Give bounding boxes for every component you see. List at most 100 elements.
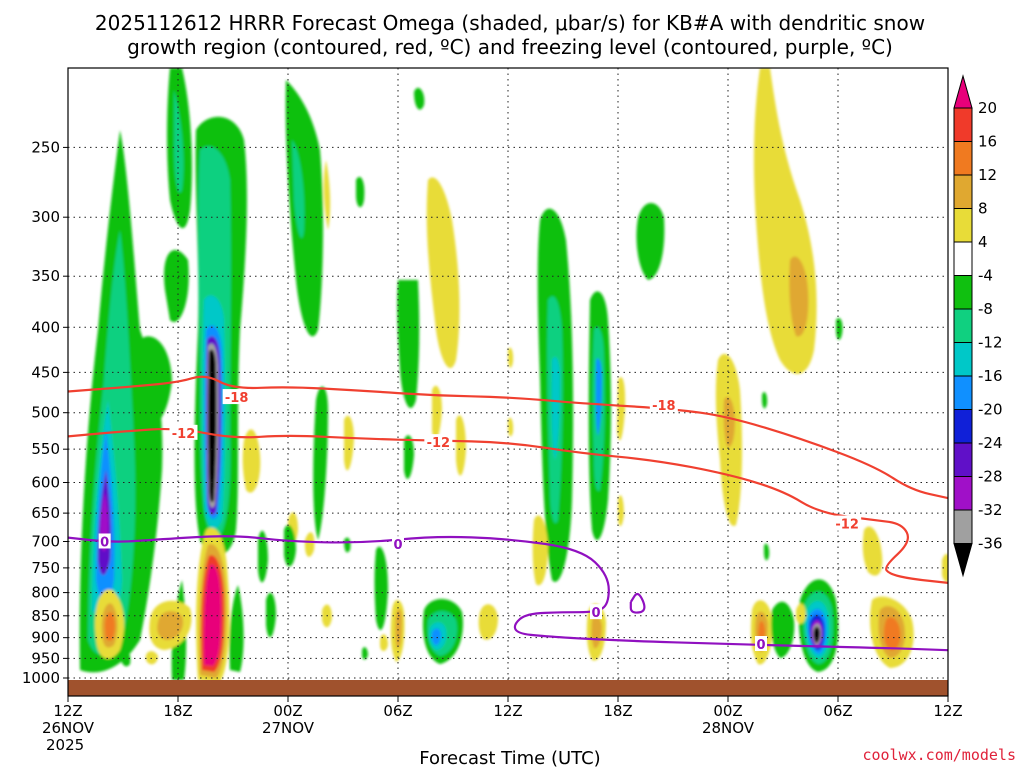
contour-label-bg (424, 434, 453, 450)
colorbar-label: -12 (978, 334, 1003, 352)
omega-region (104, 612, 115, 641)
omega-region (883, 617, 901, 651)
contour-freezing-level-closed (629, 592, 646, 614)
contour-label-bg (833, 515, 862, 531)
omega-region (617, 377, 626, 441)
colorbar-segment (953, 476, 973, 511)
omega-region (456, 415, 466, 476)
omega-region (796, 603, 806, 624)
omega-region (374, 546, 388, 630)
omega-region (942, 553, 948, 583)
colorbar-label: -16 (978, 367, 1003, 385)
y-axis: 250 300 350 400 450 500 550 600 650 700 750 800 850 9… (22, 138, 68, 687)
colorbar-segment (953, 409, 973, 444)
y-tick-label: 400 (31, 318, 60, 336)
colorbar-segment (953, 375, 973, 410)
colorbar-label: -32 (978, 501, 1003, 519)
contour-label-bg (649, 396, 678, 412)
omega-region (203, 564, 222, 666)
omega-region (356, 176, 365, 208)
credit-text: coolwx.com/models (862, 746, 1016, 764)
y-tick-label: 300 (31, 208, 60, 226)
omega-region (395, 608, 402, 649)
omega-region (285, 80, 324, 337)
x-tick-label: 06Z (383, 702, 412, 720)
colorbar-arrow-top (953, 74, 973, 109)
colorbar: 20 16 12 8 4 -4 -8 -12 -16 -20 -24 -28 -32 -36 (953, 74, 1003, 578)
omega-region (344, 415, 354, 471)
contour-label: -12 (172, 427, 196, 442)
colorbar-segment (953, 241, 973, 276)
colorbar-label: 16 (978, 133, 997, 151)
x-tick-label: 2025 (46, 736, 84, 754)
omega-region (258, 530, 268, 583)
omega-region (362, 647, 368, 660)
colorbar-label: -20 (978, 401, 1003, 419)
omega-region (636, 202, 665, 280)
colorbar-label: 8 (978, 200, 988, 218)
omega-region (164, 250, 189, 322)
colorbar-label: 12 (978, 166, 997, 184)
omega-region (836, 317, 843, 340)
contour-dgz-minus-18 (68, 375, 948, 500)
colorbar-label: -28 (978, 468, 1003, 486)
omega-region (380, 634, 388, 652)
omega-region (229, 585, 244, 672)
ground-surface (68, 680, 948, 696)
omega-region (266, 592, 276, 638)
colorbar-segment (953, 509, 973, 544)
omega-region (762, 391, 768, 409)
omega-region (723, 396, 735, 447)
colorbar-segment (953, 308, 973, 343)
plot-area: -18 -18 -12 -12 -12 0 0 0 0 (68, 68, 948, 696)
omega-region (595, 358, 602, 436)
colorbar-label: -8 (978, 300, 993, 318)
colorbar-segment (953, 174, 973, 209)
x-tick-label: 28NOV (702, 719, 755, 737)
y-tick-label: 650 (31, 504, 60, 522)
contour-label: 0 (100, 535, 109, 550)
y-tick-label: 550 (31, 440, 60, 458)
contour-label-bg (169, 424, 198, 440)
omega-region (284, 524, 296, 567)
omega-region (323, 160, 331, 230)
omega-region (242, 429, 261, 493)
y-tick-label: 500 (31, 404, 60, 422)
omega-region (508, 347, 514, 368)
omega-region (304, 532, 315, 557)
chart-title-line-2: growth region (contoured, red, ºC) and f… (127, 35, 893, 59)
x-tick-label: 00Z (273, 702, 302, 720)
omega-region (426, 177, 460, 369)
y-tick-label: 600 (31, 473, 60, 491)
contour-label: -12 (427, 436, 451, 451)
colorbar-segment (953, 275, 973, 310)
colorbar-label: -36 (978, 535, 1003, 553)
y-tick-label: 750 (31, 559, 60, 577)
contour-label-bg (222, 389, 251, 405)
colorbar-label: 20 (978, 99, 997, 117)
omega-region (119, 647, 131, 667)
x-tick-label: 12Z (493, 702, 522, 720)
omega-region (414, 87, 425, 110)
omega-region (404, 435, 414, 479)
contour-label-bg (590, 604, 602, 620)
contour-dgz-minus-12 (68, 427, 948, 584)
contour-label-bg (755, 636, 767, 652)
contour-label: -18 (225, 391, 249, 406)
y-tick-label: 250 (31, 138, 60, 156)
omega-region (813, 626, 820, 643)
omega-region (478, 604, 498, 640)
contour-label: 0 (591, 606, 600, 621)
contour-label-bg (98, 533, 111, 549)
omega-region (145, 651, 158, 665)
omega-region (431, 628, 441, 646)
omega-region (551, 356, 560, 460)
colorbar-segment (953, 107, 973, 142)
contour-label: -18 (652, 399, 676, 414)
x-tick-label: 00Z (713, 702, 742, 720)
contour-lines: -18 -18 -12 -12 -12 0 0 0 0 (68, 375, 948, 653)
x-tick-label: 26NOV (42, 719, 95, 737)
x-tick-label: 06Z (823, 702, 852, 720)
